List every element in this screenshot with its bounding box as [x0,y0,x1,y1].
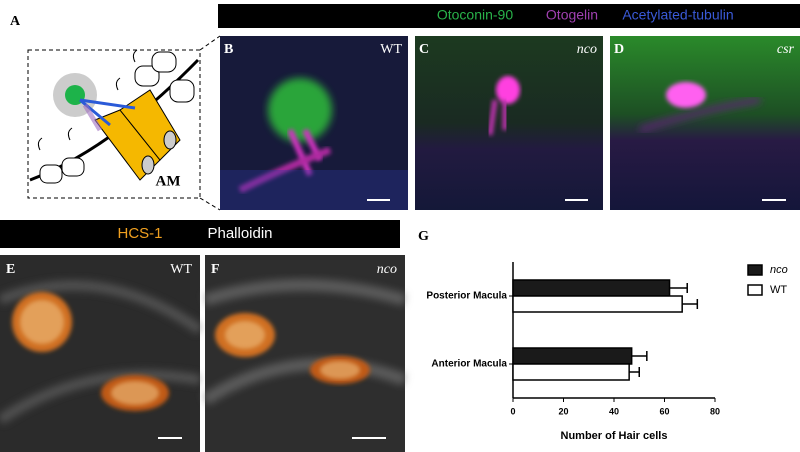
schematic-label: AM [156,173,181,189]
micrograph [415,36,603,210]
error-bar [682,299,699,309]
micrograph-signal [220,78,408,210]
x-axis-title: Number of Hair cells [561,430,668,442]
schematic [29,49,200,184]
panel-label: C [419,42,429,57]
y-tick-label: Anterior Macula [431,359,507,370]
panel-label: D [614,42,624,57]
y-tick-label: Posterior Macula [426,291,507,302]
zoom-line [199,197,221,211]
micrograph-signal [487,76,520,136]
panel-label: A [10,14,21,29]
bar [512,363,630,381]
genotype-label: WT [170,262,192,277]
stain-label: Otogelin [546,7,598,23]
micrograph-signal [201,279,408,406]
legend-swatch [747,264,763,276]
bar [512,279,671,297]
zoom-line [199,35,221,51]
x-tick-label: 80 [710,406,720,416]
stain-label: Acetylated-tubulin [622,7,733,23]
x-tick-label: 20 [558,406,568,416]
panel-label: F [211,262,220,277]
bar [512,295,683,313]
stain-label: Phalloidin [207,225,272,242]
panel-label: B [224,42,233,57]
micrograph-signal [639,82,761,133]
bar-chart: 0 20 40 60 80 Number of Hair cells Posterior M… [426,262,788,442]
legend-label: nco [770,264,788,276]
error-bar [669,283,688,293]
panel-label: G [418,229,429,244]
genotype-label: nco [377,262,397,277]
error-bar [629,367,640,377]
schematic-frame [27,49,201,199]
micrograph-signal [0,280,203,425]
legend-swatch [747,284,763,296]
genotype-label: nco [577,42,597,57]
panel-label: E [6,262,15,277]
stain-label: Otoconin-90 [437,7,513,23]
header-bar [0,220,400,248]
x-tick-label: 0 [510,406,515,416]
x-tick-label: 40 [609,406,619,416]
genotype-label: WT [380,42,402,57]
header-bar [218,4,800,28]
x-tick-label: 60 [659,406,669,416]
legend-label: WT [770,284,787,296]
bar [512,347,633,365]
error-bar [631,351,648,361]
genotype-label: csr [777,42,795,57]
micrograph [610,36,800,210]
stain-label: HCS-1 [117,225,162,242]
